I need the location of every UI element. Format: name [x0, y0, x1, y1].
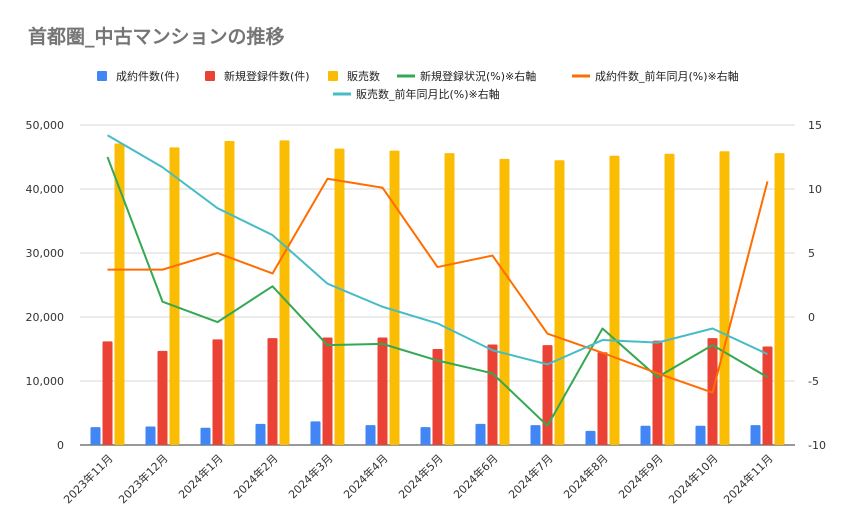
chart-title: 首都圏_中古マンションの推移 — [28, 26, 285, 48]
x-tick-label: 2024年5月 — [395, 451, 445, 501]
bar-2-3 — [279, 140, 290, 446]
y2-tick-label: 10 — [808, 183, 822, 196]
bar-1-7 — [487, 344, 498, 445]
legend-swatch-2 — [328, 71, 338, 81]
legend-label-1: 新規登録件数(件) — [224, 69, 310, 83]
bar-2-9 — [609, 155, 620, 445]
legend-label-3: 新規登録状況(%)※右軸 — [420, 69, 536, 83]
x-tick-label: 2024年3月 — [285, 451, 335, 501]
bar-2-11 — [719, 151, 730, 446]
x-tick-label: 2024年1月 — [175, 451, 225, 501]
bar-1-0 — [102, 341, 113, 445]
bar-1-9 — [597, 352, 608, 445]
y-axis-ticks: 0 10,000 20,000 30,000 40,000 50,000 — [26, 119, 65, 452]
bar-1-2 — [212, 339, 223, 445]
bar-series — [90, 140, 785, 446]
bar-2-10 — [664, 153, 675, 446]
bar-1-3 — [267, 338, 278, 445]
bar-0-8 — [530, 425, 541, 445]
bar-0-12 — [750, 425, 761, 445]
bar-1-8 — [542, 345, 553, 445]
bar-2-0 — [114, 143, 125, 445]
bar-0-11 — [695, 425, 706, 445]
bar-2-12 — [774, 153, 785, 445]
x-tick-label: 2023年12月 — [115, 451, 170, 506]
line-series — [106, 134, 769, 427]
legend: 成約件数(件) 新規登録件数(件) 販売数 新規登録状況(%)※右軸 成約件数_前年同月… — [97, 69, 739, 101]
bar-2-2 — [224, 141, 235, 445]
line-series-2 — [106, 134, 768, 366]
legend-label-0: 成約件数(件) — [116, 69, 180, 83]
y2-tick-label: 0 — [808, 311, 815, 324]
y-tick-label: 0 — [57, 439, 64, 452]
x-axis-ticks: 2023年11月 2023年12月 2024年1月 2024年2月 2024年3月 202… — [60, 451, 775, 506]
bar-0-1 — [145, 426, 156, 445]
bar-2-8 — [554, 160, 565, 445]
x-tick-label: 2024年7月 — [505, 451, 555, 501]
bar-2-5 — [389, 150, 400, 445]
y2-tick-label: -5 — [808, 375, 819, 388]
y-tick-label: 40,000 — [26, 183, 65, 196]
x-tick-label: 2024年6月 — [450, 451, 500, 501]
bar-1-4 — [322, 337, 333, 445]
y2-tick-label: 15 — [808, 119, 822, 132]
x-tick-label: 2024年2月 — [230, 451, 280, 501]
bar-1-10 — [652, 340, 663, 445]
line-series-1 — [107, 177, 769, 394]
legend-label-2: 販売数 — [347, 70, 380, 83]
x-tick-label: 2024年8月 — [560, 451, 610, 501]
y2-tick-label: -10 — [808, 439, 826, 452]
x-tick-label: 2024年11月 — [720, 451, 775, 506]
y2-axis-ticks: -10 -5 0 5 10 15 — [808, 119, 826, 452]
bar-2-4 — [334, 148, 345, 445]
bar-2-6 — [444, 153, 455, 445]
y-tick-label: 50,000 — [26, 119, 65, 132]
legend-swatch-0 — [97, 71, 107, 81]
legend-label-5: 販売数_前年同月比(%)※右軸 — [356, 87, 500, 101]
y2-tick-label: 5 — [808, 247, 815, 260]
x-tick-label: 2024年9月 — [615, 451, 665, 501]
bar-0-10 — [640, 425, 651, 445]
bar-0-0 — [90, 427, 101, 445]
legend-swatch-1 — [205, 71, 215, 81]
bar-0-4 — [310, 421, 321, 445]
bar-0-5 — [365, 425, 376, 445]
line-series-0 — [106, 156, 769, 427]
bar-0-9 — [585, 430, 596, 445]
x-tick-label: 2024年4月 — [340, 451, 390, 501]
bar-0-7 — [475, 423, 486, 445]
bar-0-3 — [255, 423, 266, 445]
legend-label-4: 成約件数_前年同月(%)※右軸 — [595, 69, 739, 83]
bar-1-5 — [377, 337, 388, 445]
y-tick-label: 30,000 — [26, 247, 65, 260]
bar-1-12 — [762, 346, 773, 445]
bar-1-1 — [157, 350, 168, 445]
y-tick-label: 10,000 — [26, 375, 65, 388]
x-tick-label: 2024年10月 — [665, 451, 720, 506]
bar-0-6 — [420, 427, 431, 445]
bar-2-7 — [499, 158, 510, 446]
bar-1-6 — [432, 349, 443, 445]
bar-0-2 — [200, 427, 211, 445]
y-tick-label: 20,000 — [26, 311, 65, 324]
x-tick-label: 2023年11月 — [60, 451, 115, 506]
bar-2-1 — [169, 147, 180, 445]
